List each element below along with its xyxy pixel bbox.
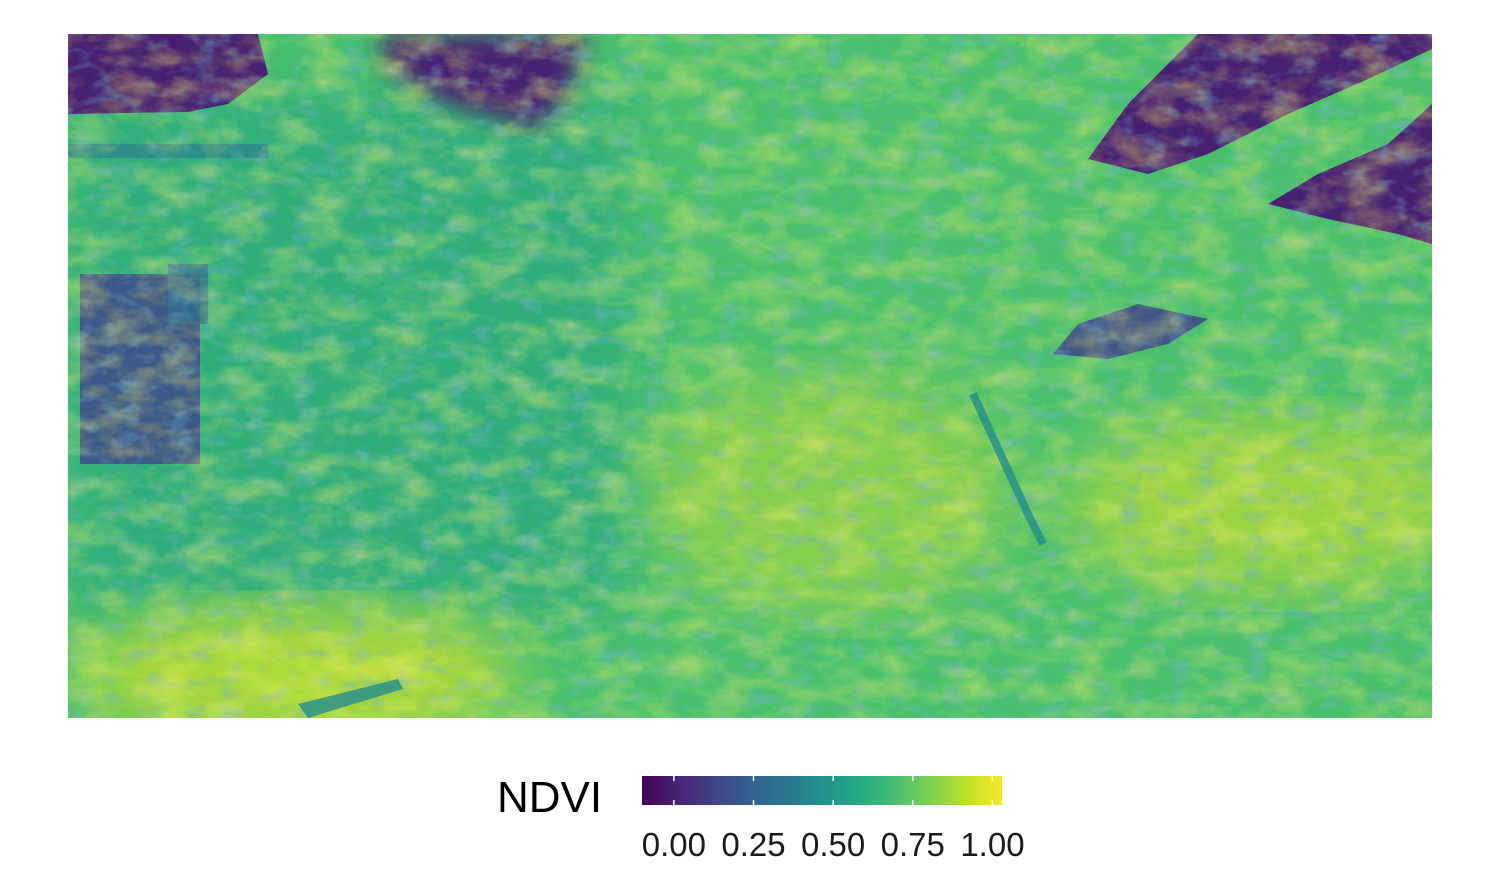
ndvi-raster (68, 34, 1432, 718)
ndvi-raster-layer (68, 34, 1432, 718)
tree-trunk (969, 392, 1047, 546)
ndvi-image (68, 34, 1432, 718)
colorbar (642, 776, 1002, 805)
colorbar-gradient (642, 776, 1002, 805)
legend-title: NDVI (497, 773, 603, 822)
colorbar-tick-label: 0.25 (721, 826, 786, 863)
foliage-highlights (68, 34, 1432, 718)
colorbar-tick-label: 0.00 (641, 826, 706, 863)
colorbar-legend: NDVI 0.00 0.25 0.50 0.75 1.00 (0, 740, 1500, 870)
fallen-log (298, 679, 403, 718)
colorbar-tick-label: 1.00 (960, 826, 1025, 863)
colorbar-tick-label: 0.50 (801, 826, 866, 863)
colorbar-tick-label: 0.75 (880, 826, 945, 863)
